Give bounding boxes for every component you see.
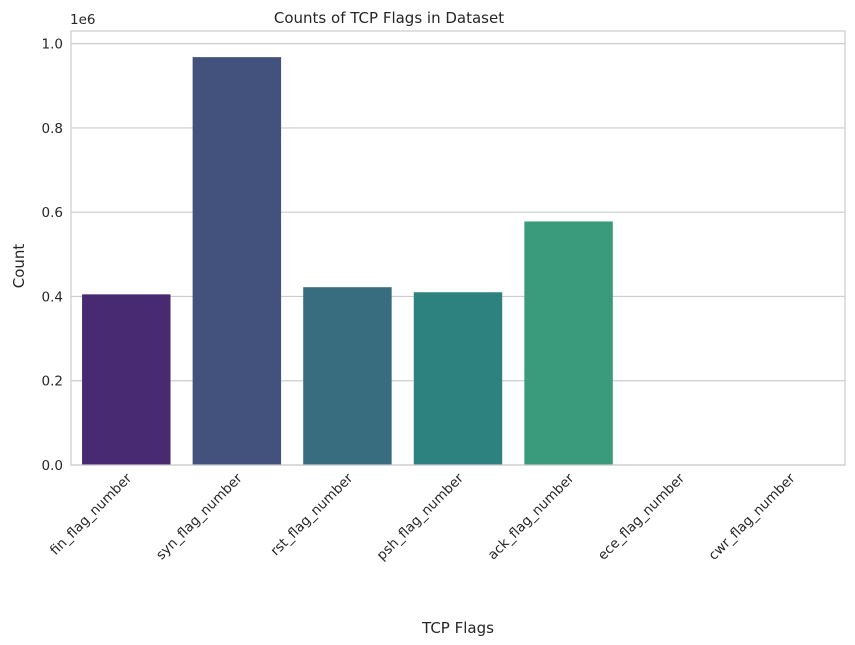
chart-title: Counts of TCP Flags in Dataset <box>274 9 504 27</box>
x-tick-label: ece_flag_number <box>595 470 688 563</box>
bar-psh_flag_number <box>413 292 503 465</box>
bars <box>82 57 613 466</box>
y-tick-label: 0.6 <box>42 205 63 221</box>
y-axis-label: Count <box>10 244 28 289</box>
bar-ack_flag_number <box>524 221 613 465</box>
x-tick-label: psh_flag_number <box>374 470 467 563</box>
y-tick-label: 0.8 <box>42 121 63 137</box>
plot-frame <box>70 30 846 466</box>
x-tick-labels: fin_flag_number syn_flag_number rst_flag_n… <box>47 470 799 563</box>
y-tick-labels: 0.0 0.2 0.4 0.6 0.8 1.0 <box>42 37 63 474</box>
x-tick-label: syn_flag_number <box>153 470 246 563</box>
x-tick-label: fin_flag_number <box>47 470 135 558</box>
x-tick-label: cwr_flag_number <box>706 470 799 563</box>
bar-rst_flag_number <box>303 287 392 465</box>
y-offset-label: 1e6 <box>70 12 95 28</box>
y-tick-label: 0.0 <box>42 458 63 474</box>
x-tick-label: ack_flag_number <box>485 470 578 563</box>
x-axis-label: TCP Flags <box>421 619 494 637</box>
bar-fin_flag_number <box>82 294 171 465</box>
y-tick-label: 0.4 <box>42 289 63 305</box>
x-tick-label: rst_flag_number <box>268 470 357 559</box>
bar-syn_flag_number <box>192 57 282 466</box>
y-tick-label: 0.2 <box>42 374 63 390</box>
y-tick-label: 1.0 <box>42 37 63 53</box>
